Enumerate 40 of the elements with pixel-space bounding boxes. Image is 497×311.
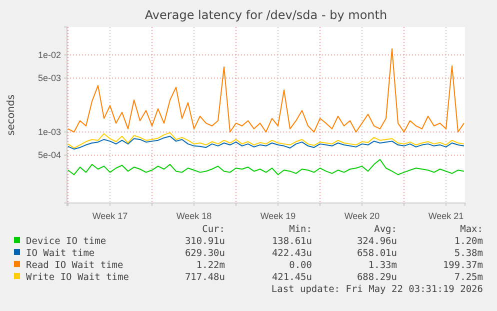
text: 658.01u bbox=[356, 248, 397, 259]
y-tick-label: 1e-03 bbox=[38, 126, 61, 137]
chart-title: Average latency for /dev/sda - by month bbox=[144, 8, 388, 22]
text: Max: bbox=[460, 224, 483, 235]
text: Avg: bbox=[374, 224, 397, 235]
line-series bbox=[68, 136, 464, 150]
text: 199.37m bbox=[442, 260, 484, 271]
text: 324.96u bbox=[356, 236, 397, 247]
legend-label: Read IO Wait time bbox=[26, 260, 124, 271]
line-series bbox=[68, 132, 464, 149]
legend-label: Write IO Wait time bbox=[26, 272, 130, 283]
text: Min: bbox=[289, 224, 312, 235]
text: 422.43u bbox=[272, 248, 312, 259]
x-tick-label: Week 19 bbox=[260, 210, 296, 221]
x-tick-label: Week 21 bbox=[428, 210, 464, 221]
x-tick-label: Week 18 bbox=[176, 210, 212, 221]
line-series bbox=[68, 48, 464, 132]
y-tick-label: 5e-03 bbox=[38, 72, 61, 83]
y-tick-label: 1e-02 bbox=[38, 50, 61, 60]
text: 1.20m bbox=[454, 236, 484, 247]
text: 0.00 bbox=[289, 260, 312, 271]
text: 310.91u bbox=[184, 236, 225, 247]
legend-label: IO Wait time bbox=[26, 248, 95, 259]
y-tick-label: 5e-04 bbox=[38, 150, 61, 160]
text: 7.25m bbox=[454, 272, 484, 283]
text: 138.61u bbox=[272, 236, 312, 247]
y-axis-title: seconds bbox=[6, 94, 17, 136]
text: 5.38m bbox=[454, 248, 484, 259]
text: 688.29u bbox=[356, 272, 397, 283]
text: 421.45u bbox=[272, 272, 312, 283]
line-series bbox=[68, 158, 464, 176]
text: 1.33m bbox=[368, 260, 398, 271]
text: 629.30u bbox=[184, 248, 225, 259]
text: 717.48u bbox=[184, 272, 225, 283]
text: 1.22m bbox=[196, 260, 226, 271]
legend-label: Device IO time bbox=[26, 236, 106, 247]
text: Last update: Fri May 22 03:31:19 2026 bbox=[271, 284, 484, 295]
text: Cur: bbox=[202, 224, 225, 235]
x-tick-label: Week 17 bbox=[92, 210, 128, 221]
x-tick-label: Week 20 bbox=[344, 210, 380, 221]
